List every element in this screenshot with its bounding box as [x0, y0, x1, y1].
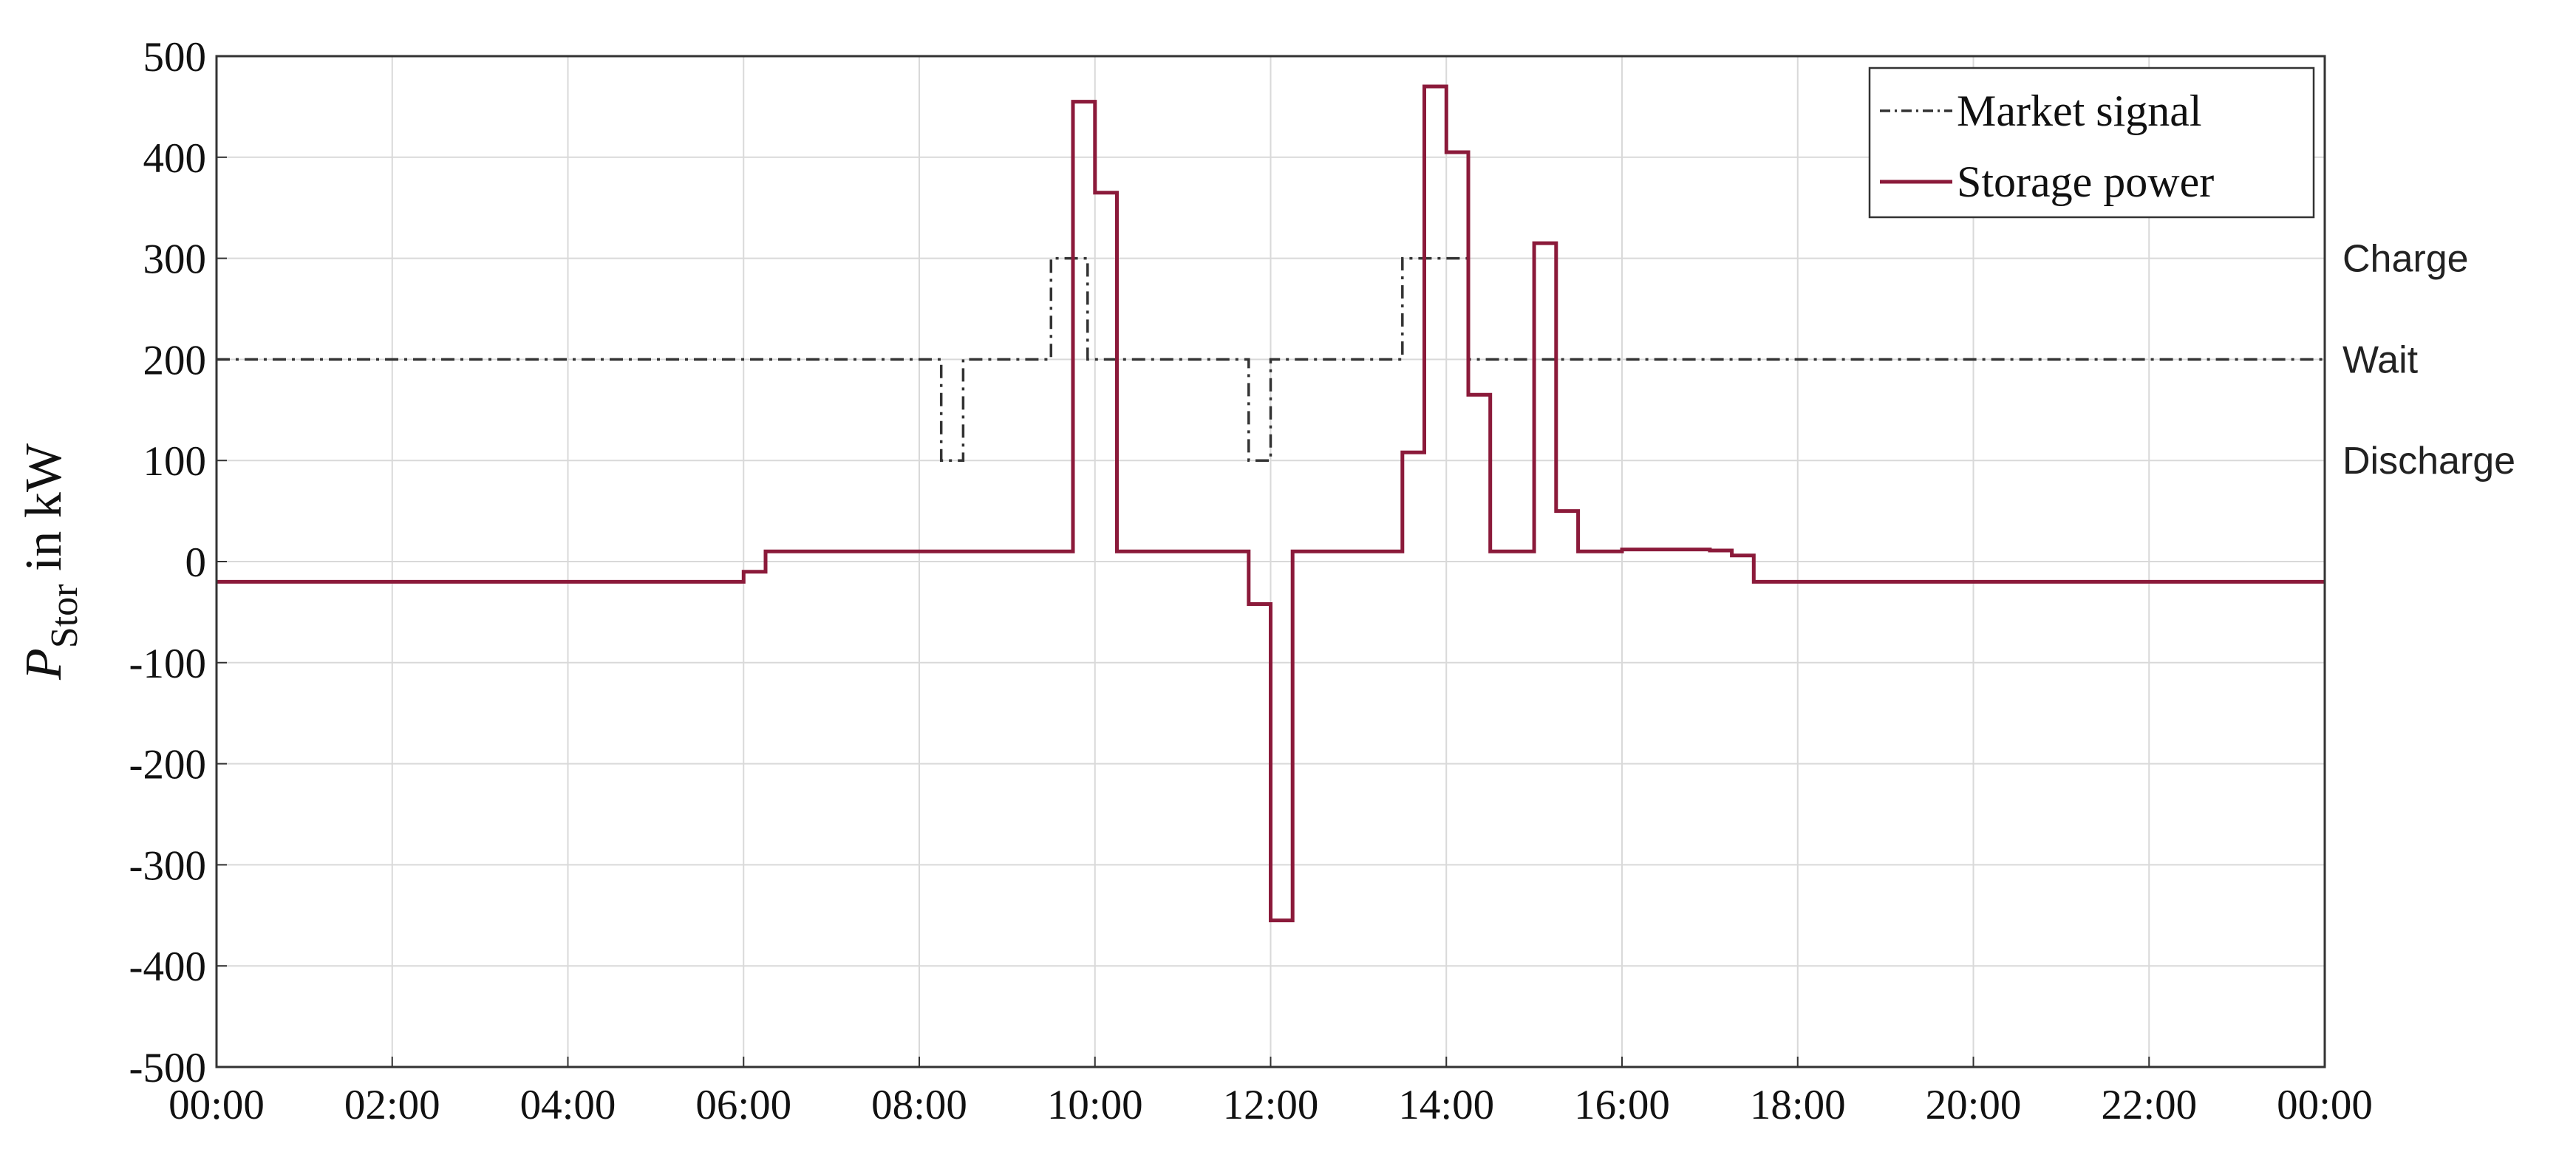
series-group [217, 84, 2325, 923]
y-tick-label: 200 [143, 337, 207, 383]
x-tick-label: 10:00 [1047, 1082, 1143, 1128]
signal-level-labels: Charge Wait Discharge [2342, 238, 2515, 483]
signal-level-label: Charge [2342, 238, 2469, 281]
x-tick-label: 00:00 [2277, 1082, 2373, 1128]
legend-label: Market signal [1957, 86, 2202, 135]
x-tick-label: 02:00 [344, 1082, 440, 1128]
x-tick-label: 08:00 [871, 1082, 967, 1128]
y-tick-label: -400 [129, 944, 206, 990]
y-tick-label: 400 [143, 135, 207, 182]
x-tick-label: 00:00 [168, 1082, 265, 1128]
x-tick-label: 20:00 [1926, 1082, 2022, 1128]
y-tick-label: -500 [129, 1045, 206, 1091]
x-tick-label: 22:00 [2101, 1082, 2197, 1128]
y-tick-label: 300 [143, 236, 207, 283]
legend: Market signal Storage power [1868, 67, 2315, 219]
storage-power-line [217, 84, 2325, 923]
y-tick-label: 0 [185, 539, 207, 586]
y-axis-ticks: 500 400 300 200 100 0 -100 -200 -300 -400 -500 [129, 34, 227, 1091]
x-tick-label: 06:00 [695, 1082, 791, 1128]
legend-box [1868, 67, 2315, 219]
y-tick-label: -100 [129, 641, 206, 687]
market-signal-line [217, 256, 2325, 462]
x-axis-ticks: 00:00 02:00 04:00 06:00 08:00 10:00 12:00 14:00… [168, 1057, 2373, 1128]
y-axis-label: PStor in kW [16, 443, 86, 681]
y-tick-label: 100 [143, 438, 207, 485]
signal-level-label: Wait [2342, 338, 2419, 381]
x-tick-label: 14:00 [1398, 1082, 1494, 1128]
x-tick-label: 04:00 [520, 1082, 616, 1128]
x-tick-label: 12:00 [1223, 1082, 1319, 1128]
x-tick-label: 18:00 [1750, 1082, 1846, 1128]
legend-label: Storage power [1957, 157, 2214, 206]
y-tick-label: -300 [129, 842, 206, 889]
signal-level-label: Discharge [2342, 440, 2515, 483]
x-tick-label: 16:00 [1574, 1082, 1670, 1128]
y-tick-label: -200 [129, 742, 206, 788]
y-tick-label: 500 [143, 34, 207, 81]
